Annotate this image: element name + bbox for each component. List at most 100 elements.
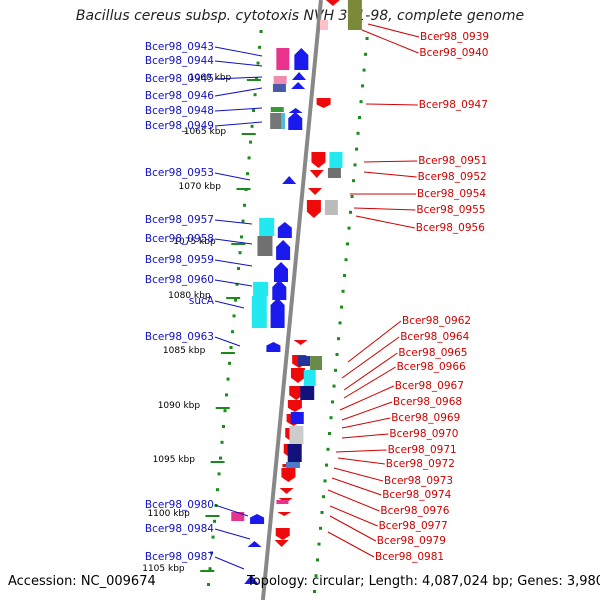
track-dot xyxy=(211,535,215,539)
track-dot xyxy=(337,337,341,341)
gene-arrow-forward xyxy=(277,222,292,238)
rna-feature xyxy=(273,76,287,84)
feature-block xyxy=(251,296,267,328)
track-dot xyxy=(208,567,212,571)
gene-label[interactable]: Bcer98_0953 xyxy=(144,167,214,179)
gene-label[interactable]: Bcer98_0948 xyxy=(144,105,214,117)
gene-leader-line xyxy=(355,215,415,229)
gene-leader-line xyxy=(329,515,377,542)
gene-label[interactable]: Bcer98_0974 xyxy=(382,489,452,501)
gene-label[interactable]: Bcer98_0980 xyxy=(144,499,214,511)
gene-arrow-reverse xyxy=(275,528,290,540)
track-dot xyxy=(332,384,336,388)
feature-block xyxy=(289,426,304,444)
track-dot xyxy=(331,400,335,404)
gene-label[interactable]: Bcer98_0940 xyxy=(419,47,489,59)
gene-label[interactable]: Bcer98_0951 xyxy=(418,155,488,167)
track-dot xyxy=(253,93,257,97)
track-dot xyxy=(237,267,241,270)
gene-label[interactable]: Bcer98_0960 xyxy=(144,274,214,286)
gene-label[interactable]: Bcer98_0943 xyxy=(144,41,214,53)
gene-label[interactable]: Bcer98_0944 xyxy=(144,55,214,67)
feature-block xyxy=(287,444,302,462)
gene-label[interactable]: Bcer98_0939 xyxy=(420,31,490,43)
feature-block xyxy=(257,236,273,256)
feature-block xyxy=(329,152,343,168)
gene-label[interactable]: Bcer98_0967 xyxy=(394,380,464,392)
track-dot xyxy=(231,330,235,334)
feature-block xyxy=(327,168,341,178)
track-dot xyxy=(256,61,260,65)
gene-arrow-forward xyxy=(270,298,285,328)
gene-label[interactable]: Bcer98_0972 xyxy=(385,458,455,470)
gene-label[interactable]: Bcer98_0970 xyxy=(389,428,459,440)
gene-label[interactable]: Bcer98_0976 xyxy=(380,505,450,517)
track-dot xyxy=(322,495,326,499)
gene-leader-line xyxy=(214,238,253,245)
rna-feature xyxy=(276,500,289,504)
gene-label[interactable]: Bcer98_0949 xyxy=(144,120,214,132)
scale-tick-label: 1090 kbp xyxy=(157,401,201,411)
track-dot xyxy=(347,226,351,230)
gene-label[interactable]: Bcer98_0965 xyxy=(398,347,468,359)
gene-label[interactable]: Bcer98_0966 xyxy=(396,361,466,373)
gene-label[interactable]: Bcer98_0979 xyxy=(376,535,446,547)
track-dot xyxy=(213,519,217,523)
gene-label[interactable]: Bcer98_0962 xyxy=(402,315,472,327)
track-dot xyxy=(234,298,238,302)
gene-label[interactable]: Bcer98_0952 xyxy=(417,171,487,183)
gene-arrow-forward xyxy=(276,240,291,260)
gene-label[interactable]: Bcer98_0955 xyxy=(416,204,486,216)
gene-label[interactable]: Bcer98_0981 xyxy=(375,551,445,563)
feature-block xyxy=(281,113,286,129)
gene-label[interactable]: Bcer98_0973 xyxy=(384,475,454,487)
track-dot xyxy=(250,124,254,128)
feature-block xyxy=(310,356,323,370)
gene-arrow-forward xyxy=(244,575,259,584)
gene-arrow-forward xyxy=(292,72,307,80)
gene-label[interactable]: Bcer98_0957 xyxy=(144,214,214,226)
gene-label[interactable]: Bcer98_0945 xyxy=(144,73,214,85)
gene-leader-line xyxy=(329,505,378,527)
gene-leader-line xyxy=(367,23,420,38)
gene-label[interactable]: Bcer98_0956 xyxy=(415,222,485,234)
track-dot xyxy=(246,172,250,176)
track-dot xyxy=(353,163,357,167)
gene-label[interactable]: Bcer98_0984 xyxy=(144,523,214,535)
track-dot xyxy=(340,305,344,309)
gene-label[interactable]: Bcer98_0954 xyxy=(417,188,487,200)
gene-label[interactable]: sucA xyxy=(188,295,214,307)
gene-label[interactable]: Bcer98_0987 xyxy=(144,551,214,563)
map-title: Bacillus cereus subsp. cytotoxis NVH 391… xyxy=(75,8,525,24)
gene-leader-line xyxy=(341,401,393,421)
scale-tick-label: 1075 kbp xyxy=(173,237,216,247)
gene-leader-line xyxy=(214,336,241,347)
track-dot xyxy=(240,235,244,239)
gene-label[interactable]: Bcer98_0946 xyxy=(144,90,214,102)
track-dot xyxy=(346,242,350,246)
track-dot xyxy=(362,68,366,72)
gene-label[interactable]: Bcer98_0969 xyxy=(391,412,461,424)
gene-label[interactable]: Bcer98_0964 xyxy=(400,331,470,343)
gene-leader-line xyxy=(363,171,417,178)
gene-arrow-forward xyxy=(274,262,289,282)
feature-block xyxy=(259,218,275,236)
track-dot xyxy=(222,425,226,428)
track-dot xyxy=(320,511,324,514)
gene-label[interactable]: Bcer98_0971 xyxy=(387,444,457,456)
gene-label[interactable]: Bcer98_0959 xyxy=(144,254,214,266)
gene-label[interactable]: Bcer98_0947 xyxy=(418,99,488,111)
feature-block xyxy=(347,0,362,30)
track-dot xyxy=(238,251,242,255)
gene-leader-line xyxy=(353,207,416,211)
track-dot xyxy=(249,140,253,144)
gene-arrow-reverse xyxy=(311,152,326,168)
gene-arrow-forward xyxy=(288,112,303,130)
gene-arrow-forward xyxy=(294,48,309,70)
gene-label[interactable]: Bcer98_0958 xyxy=(144,233,214,245)
gene-label[interactable]: Bcer98_0963 xyxy=(144,331,214,343)
gene-label[interactable]: Bcer98_0977 xyxy=(378,520,448,532)
scale-tick-label: 1060 kbp xyxy=(188,73,232,83)
track-dot xyxy=(225,393,229,397)
gene-label[interactable]: Bcer98_0968 xyxy=(393,396,463,408)
